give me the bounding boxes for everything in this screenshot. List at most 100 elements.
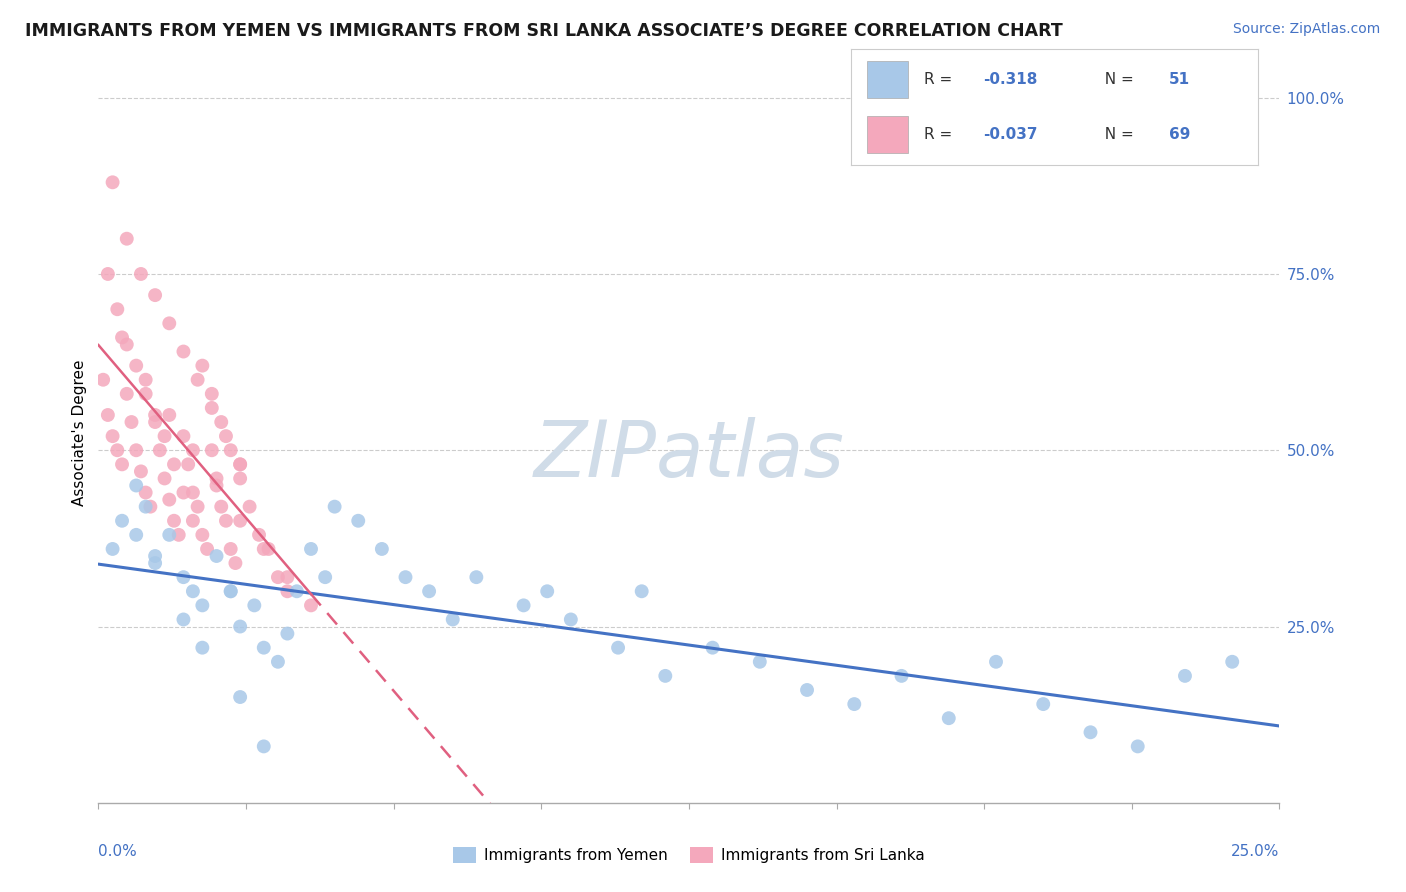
Point [512, 599, 534, 613]
Point [247, 528, 270, 542]
Point [111, 514, 134, 528]
Point [101, 175, 124, 189]
Point [285, 584, 308, 599]
Point [97, 267, 120, 281]
Point [253, 640, 276, 655]
Point [172, 570, 194, 584]
Point [1220, 655, 1243, 669]
Text: 69: 69 [1168, 127, 1189, 142]
Point [890, 669, 912, 683]
Point [143, 415, 166, 429]
Point [135, 500, 157, 514]
Point [125, 528, 148, 542]
Point [125, 443, 148, 458]
Text: Source: ZipAtlas.com: Source: ZipAtlas.com [1233, 22, 1381, 37]
Point [172, 344, 194, 359]
Point [229, 690, 252, 704]
Point [143, 408, 166, 422]
Point [229, 619, 252, 633]
Point [172, 612, 194, 626]
Legend: Immigrants from Yemen, Immigrants from Sri Lanka: Immigrants from Yemen, Immigrants from S… [447, 841, 931, 869]
Point [177, 458, 200, 472]
Point [195, 541, 218, 556]
Point [111, 330, 134, 344]
Point [371, 541, 394, 556]
Point [253, 541, 276, 556]
Point [101, 429, 124, 443]
Point [796, 683, 818, 698]
Point [153, 429, 176, 443]
Point [191, 359, 214, 373]
Point [101, 541, 124, 556]
Point [157, 492, 180, 507]
Point [215, 514, 238, 528]
Point [105, 443, 128, 458]
Point [347, 514, 370, 528]
Point [984, 655, 1007, 669]
Point [276, 570, 298, 584]
Point [205, 549, 228, 563]
Point [115, 387, 138, 401]
Point [181, 443, 204, 458]
Point [205, 471, 228, 485]
Point [143, 288, 166, 302]
Point [215, 429, 238, 443]
Text: N =: N = [1095, 72, 1139, 87]
Text: 0.0%: 0.0% [98, 844, 138, 858]
Point [125, 359, 148, 373]
Point [654, 669, 676, 683]
Point [243, 599, 266, 613]
Point [1126, 739, 1149, 754]
Text: IMMIGRANTS FROM YEMEN VS IMMIGRANTS FROM SRI LANKA ASSOCIATE’S DEGREE CORRELATIO: IMMIGRANTS FROM YEMEN VS IMMIGRANTS FROM… [25, 22, 1063, 40]
Point [135, 485, 157, 500]
Point [172, 485, 194, 500]
Point [702, 640, 724, 655]
Point [153, 471, 176, 485]
Point [181, 485, 204, 500]
Text: N =: N = [1095, 127, 1139, 142]
Point [1174, 669, 1197, 683]
Point [205, 478, 228, 492]
Point [253, 739, 276, 754]
Point [418, 584, 440, 599]
Point [938, 711, 960, 725]
Point [229, 514, 252, 528]
Point [441, 612, 464, 626]
Point [276, 584, 298, 599]
Point [163, 458, 186, 472]
Point [299, 541, 322, 556]
Point [129, 267, 152, 281]
Point [844, 697, 866, 711]
Bar [868, 116, 908, 153]
Point [139, 500, 162, 514]
Point [239, 500, 262, 514]
Point [135, 373, 157, 387]
Point [748, 655, 770, 669]
Point [187, 500, 209, 514]
Point [105, 302, 128, 317]
Point [219, 541, 242, 556]
Text: -0.037: -0.037 [983, 127, 1038, 142]
Text: ZIPatlas: ZIPatlas [533, 417, 845, 493]
Text: 25.0%: 25.0% [1232, 844, 1279, 858]
Point [219, 584, 242, 599]
Point [111, 458, 134, 472]
Point [157, 408, 180, 422]
Point [229, 471, 252, 485]
Point [630, 584, 652, 599]
Point [267, 570, 290, 584]
Point [201, 443, 224, 458]
Text: R =: R = [924, 127, 957, 142]
Point [121, 415, 143, 429]
Point [135, 387, 157, 401]
Point [115, 232, 138, 246]
Point [187, 373, 209, 387]
Point [143, 556, 166, 570]
Point [191, 640, 214, 655]
Point [167, 528, 190, 542]
Point [201, 401, 224, 415]
Point [219, 443, 242, 458]
Point [172, 429, 194, 443]
Point [607, 640, 630, 655]
Point [323, 500, 346, 514]
